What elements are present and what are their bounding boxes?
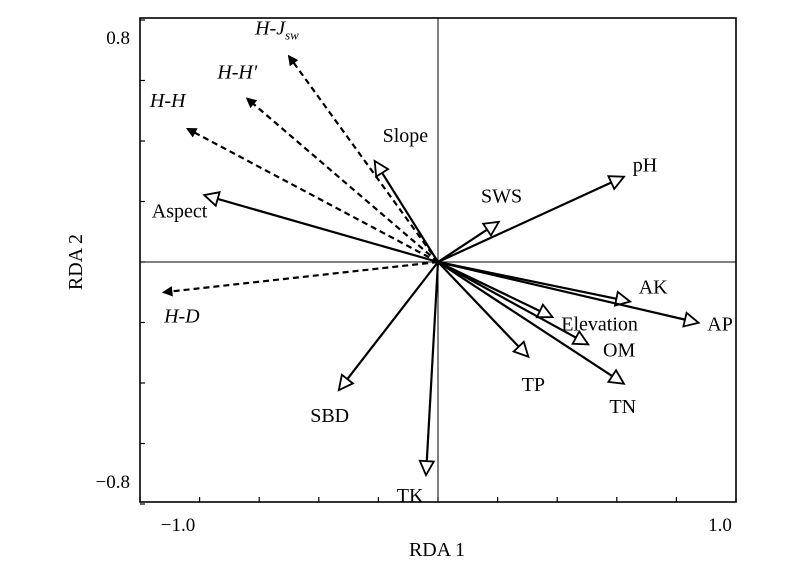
explanatory-vector-label-aspect: Aspect xyxy=(152,200,208,222)
response-vector-label-h-h: H-H′ xyxy=(216,62,258,84)
x-tick-label-right: 1.0 xyxy=(708,515,732,536)
explanatory-vector-label-tk: TK xyxy=(397,485,424,507)
explanatory-vector-label-sws: SWS xyxy=(481,186,522,208)
response-vector-label-h-h: H-H xyxy=(149,90,187,112)
explanatory-vector-label-om: OM xyxy=(603,340,635,362)
explanatory-vector-sws xyxy=(437,220,501,263)
explanatory-vector-tk xyxy=(418,261,440,478)
explanatory-vector-label-tn: TN xyxy=(609,396,636,418)
response-vector-label-h-d: H-D xyxy=(163,305,200,327)
response-vector-h-h xyxy=(185,127,439,263)
y-tick-label-bottom: −0.8 xyxy=(96,472,130,493)
axis-ticks xyxy=(139,19,737,505)
explanatory-vector-sbd xyxy=(337,261,439,392)
explanatory-vector-label-elevation: Elevation xyxy=(561,313,638,335)
explanatory-vector-aspect xyxy=(202,191,439,264)
y-axis-label: RDA 2 xyxy=(65,234,87,290)
explanatory-vector-elevation xyxy=(437,261,555,319)
response-vector-h-h xyxy=(245,97,439,263)
explanatory-vector-label-tp: TP xyxy=(522,374,545,396)
explanatory-vector-label-ph: pH xyxy=(633,154,657,176)
explanatory-vector-label-ap: AP xyxy=(707,314,733,336)
explanatory-vector-label-slope: Slope xyxy=(383,125,429,147)
explanatory-vector-slope xyxy=(373,159,439,263)
explanatory-vector-tn xyxy=(437,261,626,385)
x-tick-label-left: −1.0 xyxy=(161,515,195,536)
explanatory-vector-label-sbd: SBD xyxy=(310,405,349,427)
vectors-layer xyxy=(161,54,701,478)
explanatory-vector-tp xyxy=(437,261,530,359)
response-vector-label-h-j-sw: H-Jsw xyxy=(254,17,299,42)
x-axis-label: RDA 1 xyxy=(409,539,465,561)
explanatory-vector-ap xyxy=(437,260,701,328)
response-vector-h-j-sw xyxy=(287,54,439,263)
explanatory-vector-label-ak: AK xyxy=(639,276,668,298)
response-vector-h-d xyxy=(161,260,439,297)
y-tick-label-top: 0.8 xyxy=(106,28,130,49)
explanatory-vector-om xyxy=(437,261,591,346)
vector-labels-layer: H-Jsw H-H′ H-H H-D Slope Aspect pH SWS AK AP Eleva… xyxy=(149,17,733,506)
explanatory-vector-ph xyxy=(437,175,626,263)
